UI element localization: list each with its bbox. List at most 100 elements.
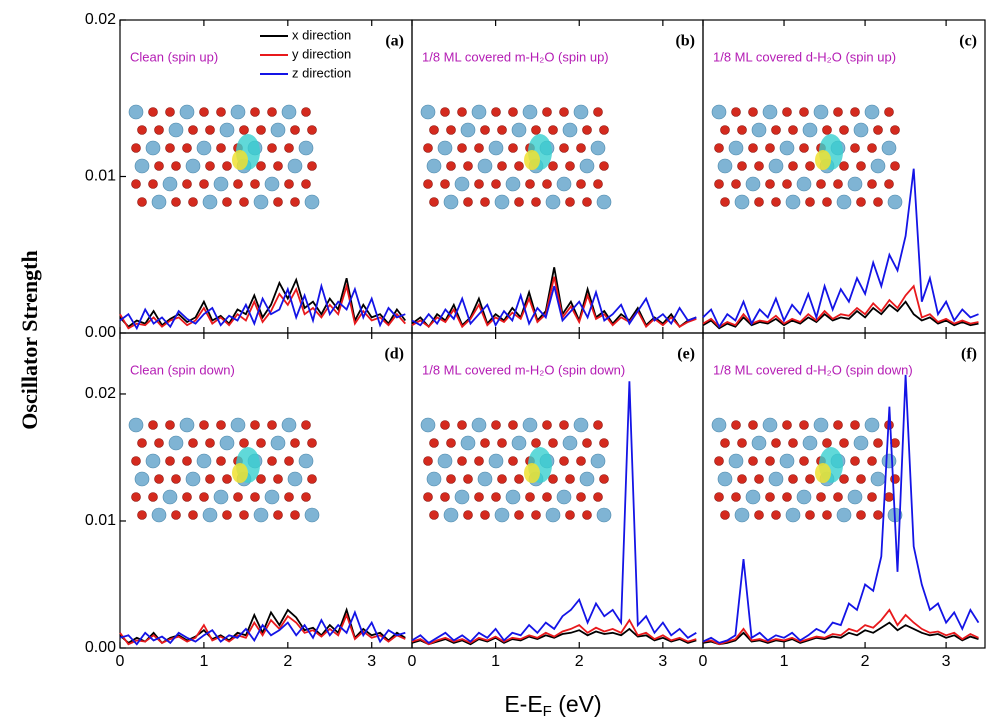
- atom: [203, 195, 217, 209]
- atom: [183, 457, 192, 466]
- atom: [840, 475, 849, 484]
- x-axis-label-sub: F: [543, 703, 552, 720]
- atom: [546, 508, 560, 522]
- atom: [302, 180, 311, 189]
- atom: [197, 141, 211, 155]
- atom: [885, 180, 894, 189]
- atom: [840, 162, 849, 171]
- atom: [308, 126, 317, 135]
- atom: [138, 198, 147, 207]
- atom: [291, 198, 300, 207]
- atom: [560, 144, 569, 153]
- structure-inset: [128, 102, 319, 212]
- atom: [885, 493, 894, 502]
- atom: [152, 195, 166, 209]
- atom: [461, 123, 475, 137]
- atom: [498, 162, 507, 171]
- series-line: [120, 612, 405, 644]
- atom: [424, 493, 433, 502]
- atom: [574, 105, 588, 119]
- orbital: [815, 150, 831, 170]
- atom: [163, 177, 177, 191]
- atom: [189, 511, 198, 520]
- atom: [823, 126, 832, 135]
- atom: [789, 126, 798, 135]
- atom: [532, 126, 541, 135]
- atom: [817, 180, 826, 189]
- atom: [543, 421, 552, 430]
- atom: [455, 490, 469, 504]
- atom: [492, 493, 501, 502]
- atom: [834, 493, 843, 502]
- atom: [169, 436, 183, 450]
- atom: [308, 439, 317, 448]
- atom: [498, 126, 507, 135]
- y-axis-label: Oscillator Strength: [17, 250, 42, 429]
- atom: [472, 418, 486, 432]
- atom: [718, 159, 732, 173]
- atom: [583, 126, 592, 135]
- atom: [789, 162, 798, 171]
- atom: [732, 493, 741, 502]
- y-tick-label: 0.00: [85, 324, 116, 341]
- atom: [251, 180, 260, 189]
- atom: [732, 421, 741, 430]
- atom: [302, 493, 311, 502]
- atom: [755, 475, 764, 484]
- atom: [481, 511, 490, 520]
- atom: [234, 180, 243, 189]
- atom: [223, 475, 232, 484]
- atom: [274, 162, 283, 171]
- atom: [240, 198, 249, 207]
- atom: [597, 195, 611, 209]
- atom: [472, 105, 486, 119]
- atom: [738, 162, 747, 171]
- atom: [441, 108, 450, 117]
- atom: [430, 511, 439, 520]
- atom: [282, 418, 296, 432]
- atom: [806, 475, 815, 484]
- atom: [299, 454, 313, 468]
- atom: [506, 490, 520, 504]
- y-tick-label: 0.01: [85, 168, 116, 185]
- atom: [189, 439, 198, 448]
- atom: [498, 475, 507, 484]
- atom: [817, 493, 826, 502]
- orbital: [815, 463, 831, 483]
- atom: [458, 108, 467, 117]
- atom: [732, 180, 741, 189]
- atom: [560, 108, 569, 117]
- atom: [155, 162, 164, 171]
- panel-title: 1/8 ML covered m-H₂O (spin up): [422, 49, 609, 64]
- orbital: [232, 150, 248, 170]
- atom: [509, 108, 518, 117]
- atom: [715, 457, 724, 466]
- panel-title: 1/8 ML covered d-H₂O (spin up): [713, 49, 896, 64]
- atom: [464, 162, 473, 171]
- atom: [132, 144, 141, 153]
- legend-label: y direction: [292, 46, 351, 61]
- atom: [265, 490, 279, 504]
- atom: [834, 180, 843, 189]
- x-tick-label: 0: [408, 653, 417, 670]
- atom: [214, 490, 228, 504]
- x-tick-label: 1: [199, 653, 208, 670]
- atom: [823, 439, 832, 448]
- atom: [285, 457, 294, 466]
- atom: [475, 457, 484, 466]
- atom: [583, 439, 592, 448]
- atom: [523, 105, 537, 119]
- panel-label: (c): [959, 33, 977, 50]
- atom: [183, 144, 192, 153]
- atom: [560, 421, 569, 430]
- atom: [732, 108, 741, 117]
- atom: [749, 457, 758, 466]
- atom: [526, 493, 535, 502]
- atom: [600, 162, 609, 171]
- atom: [257, 475, 266, 484]
- x-tick-label: 1: [780, 653, 789, 670]
- atom: [291, 439, 300, 448]
- atom: [715, 144, 724, 153]
- atom: [772, 198, 781, 207]
- atom: [814, 105, 828, 119]
